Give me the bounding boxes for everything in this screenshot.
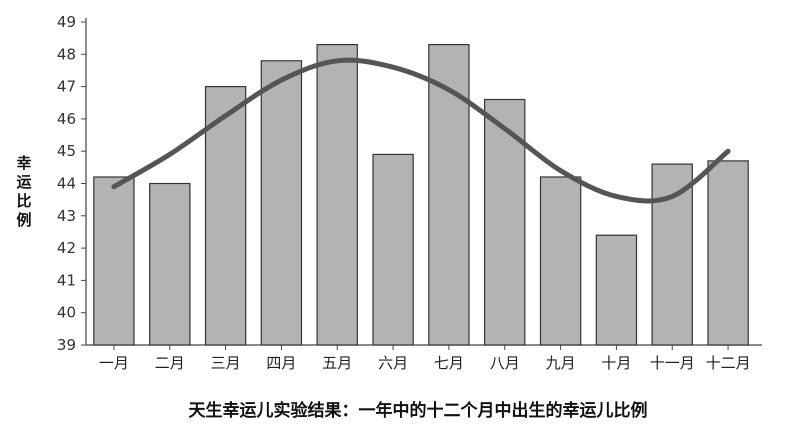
bar xyxy=(260,60,303,346)
figure-caption: 天生幸运儿实验结果：一年中的十二个月中出生的幸运儿比例 xyxy=(189,400,648,421)
y-tick-label: 48 xyxy=(57,45,76,63)
x-tick-label: 四月 xyxy=(266,354,296,372)
axes: 39 40 41 42 43 44 45 46 47 48 49 xyxy=(57,13,762,354)
y-tick-label: 39 xyxy=(57,336,76,354)
y-axis-title-char: 幸 xyxy=(16,154,31,172)
y-axis-title: 幸运比例 xyxy=(16,154,31,229)
y-tick-label: 41 xyxy=(57,271,76,289)
y-tick-label: 49 xyxy=(57,13,76,31)
y-tick-label: 46 xyxy=(57,110,76,128)
x-tick-label: 十月 xyxy=(601,354,631,372)
y-tick-label: 44 xyxy=(57,175,76,193)
y-axis-title-char: 比 xyxy=(16,192,31,210)
bars-group xyxy=(93,43,749,346)
x-tick-label: 八月 xyxy=(490,354,520,372)
bar xyxy=(428,43,470,346)
bar xyxy=(651,163,693,346)
trend-group xyxy=(111,57,731,204)
x-tick-label: 十一月 xyxy=(650,354,695,372)
bar xyxy=(707,160,749,346)
bar xyxy=(595,234,638,346)
x-tick-label: 二月 xyxy=(155,354,185,372)
x-tick-label: 六月 xyxy=(378,354,408,372)
y-tick-label: 47 xyxy=(57,78,76,96)
y-axis-title-char: 例 xyxy=(16,211,31,229)
trend-line xyxy=(111,57,731,204)
x-tick-label: 五月 xyxy=(322,354,352,372)
bar xyxy=(204,85,247,346)
bar xyxy=(372,153,414,346)
y-tick-label: 45 xyxy=(57,142,76,160)
x-tick-label: 九月 xyxy=(546,354,576,372)
x-tick-label: 三月 xyxy=(211,354,241,372)
bar xyxy=(149,182,191,346)
x-tick-label: 十二月 xyxy=(706,354,751,372)
labels-group: 一月 二月 三月 四月 五月 六月 七月 八月 九月 十月 十一月 十二月 xyxy=(99,354,751,372)
bar xyxy=(539,176,582,346)
y-tick-label: 42 xyxy=(57,239,76,257)
x-tick-label: 一月 xyxy=(99,354,129,372)
x-tick-label: 七月 xyxy=(434,354,464,372)
bar xyxy=(316,43,358,346)
bar xyxy=(93,176,135,346)
y-tick-label: 43 xyxy=(57,207,76,225)
y-tick-label: 40 xyxy=(57,304,76,322)
y-axis-title-char: 运 xyxy=(16,173,31,191)
